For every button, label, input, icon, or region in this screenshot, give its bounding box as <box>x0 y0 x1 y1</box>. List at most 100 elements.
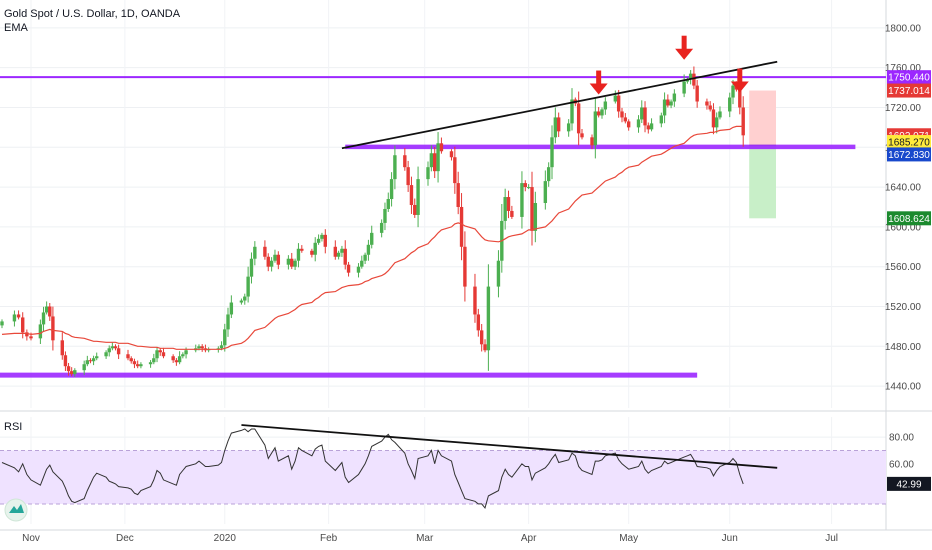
time-axis[interactable]: Nov Dec 2020 Feb Mar Apr May Jun Jul <box>22 533 838 544</box>
candle-body <box>253 246 257 259</box>
price-tag-bg <box>887 70 931 85</box>
candle-body <box>718 111 722 118</box>
candle-body <box>226 314 230 330</box>
candle-body <box>129 358 133 362</box>
candle-body <box>370 232 374 245</box>
candle-body <box>459 206 464 247</box>
price-tag: 1750.440 <box>887 70 931 85</box>
time-tick-label: Feb <box>320 533 338 544</box>
price-tag-bg <box>887 135 931 150</box>
candle-body <box>731 85 735 98</box>
candle-body <box>91 358 96 362</box>
candle-body <box>640 107 644 120</box>
candle-body <box>239 300 244 303</box>
candle-body <box>403 155 407 168</box>
candle-body <box>453 157 457 184</box>
candle-body <box>320 234 324 239</box>
take-profit-zone <box>749 145 776 219</box>
chart-title: Gold Spot / U.S. Dollar, 1D, OANDA <box>4 8 181 20</box>
candle-body <box>669 101 673 106</box>
candle-body <box>708 105 712 110</box>
time-tick-label: Nov <box>22 533 40 544</box>
candle-body <box>672 93 677 102</box>
candle-body <box>526 187 531 189</box>
candle-body <box>659 115 664 124</box>
candle-body <box>413 204 417 215</box>
candle-body <box>503 197 507 221</box>
candle-body <box>44 306 49 313</box>
rsi-divergence-line[interactable] <box>241 424 778 469</box>
candle-body <box>246 276 250 297</box>
rising-trendline[interactable] <box>341 60 778 150</box>
rsi-tick-label: 60.00 <box>889 459 914 470</box>
candle-body <box>426 167 430 180</box>
price-tag-bg <box>887 83 931 98</box>
candle-body <box>439 143 444 152</box>
candle-body <box>107 348 111 353</box>
candle-body <box>286 258 291 265</box>
candle-body <box>666 99 670 106</box>
candle-body <box>510 210 514 217</box>
candle-body <box>21 317 25 333</box>
candle-body <box>0 321 4 326</box>
candle-body <box>323 234 327 247</box>
price-tick-label: 1560.00 <box>885 262 922 273</box>
candle-body <box>82 364 86 371</box>
candle-body <box>88 360 93 362</box>
candle-body <box>523 183 527 188</box>
candle-body <box>29 336 33 339</box>
candle-body <box>476 314 481 331</box>
candle-body <box>263 246 267 257</box>
candle-body <box>429 153 434 168</box>
down-arrow-shaft <box>596 70 602 86</box>
candle-body <box>711 109 716 128</box>
candle-body <box>596 111 601 116</box>
candle-body <box>223 329 227 346</box>
candle-body <box>479 330 484 345</box>
rsi-band <box>0 450 886 504</box>
price-tick-label: 1600.00 <box>885 222 922 233</box>
candle-body <box>116 348 121 355</box>
candle-body <box>449 151 454 158</box>
indicator-label[interactable]: EMA <box>4 22 29 34</box>
rsi-label[interactable]: RSI <box>4 421 22 433</box>
time-tick-label: Apr <box>521 533 537 544</box>
candle-body <box>269 260 274 267</box>
candle-body <box>436 143 440 172</box>
candle-body <box>12 314 17 322</box>
candle-body <box>715 117 719 128</box>
candle-body <box>356 266 361 273</box>
candle-body <box>249 258 254 277</box>
candle-body <box>300 248 304 251</box>
down-arrow-icon <box>589 83 608 95</box>
price-tick-label: 1800.00 <box>885 23 922 34</box>
down-arrow-shaft <box>681 35 687 51</box>
candle-body <box>161 352 166 357</box>
candle-body <box>389 179 394 200</box>
price-tag-bg <box>887 211 931 226</box>
candle-body <box>600 109 604 116</box>
candle-body <box>174 360 179 363</box>
time-tick-label: Dec <box>116 533 134 544</box>
main-price-pane[interactable] <box>0 35 886 378</box>
down-arrow-icon <box>675 48 694 60</box>
candle-body <box>296 248 301 261</box>
candle-body <box>433 153 437 172</box>
candle-body <box>63 355 68 367</box>
stop-loss-zone <box>749 90 776 146</box>
candle-body <box>366 244 371 255</box>
rsi-line <box>1 428 744 509</box>
candle-body <box>543 181 548 204</box>
down-arrow-shaft <box>737 68 743 84</box>
price-tick-label: 1520.00 <box>885 302 922 313</box>
candle-body <box>593 111 598 146</box>
candle-body <box>386 199 390 209</box>
candle-body <box>570 99 574 124</box>
candle-body <box>530 187 534 231</box>
rsi-pane[interactable] <box>0 424 886 509</box>
candle-body <box>379 222 384 233</box>
candle-body <box>60 340 64 356</box>
candle-body <box>741 107 745 136</box>
candle-body <box>155 350 159 359</box>
